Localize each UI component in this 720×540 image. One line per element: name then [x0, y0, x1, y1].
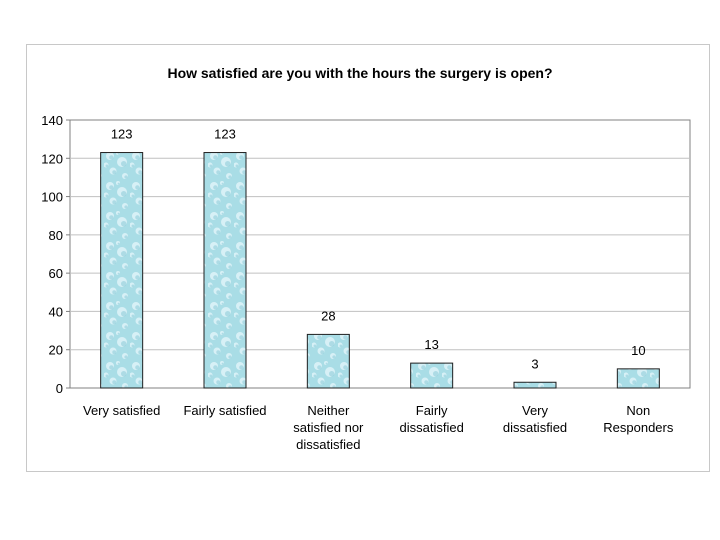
- data-label: 28: [321, 308, 335, 323]
- data-label: 3: [531, 356, 538, 371]
- x-tick-label: Non: [626, 403, 650, 418]
- x-tick-label: Fairly satisfied: [183, 403, 266, 418]
- bar: [616, 368, 660, 389]
- x-tick-label: satisfied nor: [293, 420, 364, 435]
- x-tick-label: Very: [522, 403, 549, 418]
- y-tick-label: 60: [49, 266, 63, 281]
- data-label: 13: [424, 337, 438, 352]
- bar: [513, 381, 557, 389]
- y-tick-label: 120: [41, 151, 63, 166]
- x-tick-label: Neither: [307, 403, 350, 418]
- plot-area: [69, 119, 691, 389]
- x-tick-label: dissatisfied: [296, 437, 360, 452]
- bar: [306, 333, 350, 389]
- x-tick-label: Very satisfied: [83, 403, 160, 418]
- data-label: 10: [631, 343, 645, 358]
- y-tick-label: 140: [41, 113, 63, 128]
- x-tick-label: dissatisfied: [503, 420, 567, 435]
- y-tick-label: 40: [49, 304, 63, 319]
- chart-title: How satisfied are you with the hours the…: [167, 65, 552, 81]
- y-tick-label: 0: [56, 381, 63, 396]
- y-tick-label: 20: [49, 343, 63, 358]
- x-tick-label: dissatisfied: [400, 420, 464, 435]
- data-label: 123: [214, 127, 236, 142]
- bar: [410, 362, 454, 389]
- y-tick-label: 80: [49, 228, 63, 243]
- x-tick-label: Responders: [603, 420, 674, 435]
- bar: [203, 152, 247, 389]
- bar: [100, 152, 144, 389]
- data-label: 123: [111, 127, 133, 142]
- x-tick-label: Fairly: [416, 403, 448, 418]
- y-tick-label: 100: [41, 190, 63, 205]
